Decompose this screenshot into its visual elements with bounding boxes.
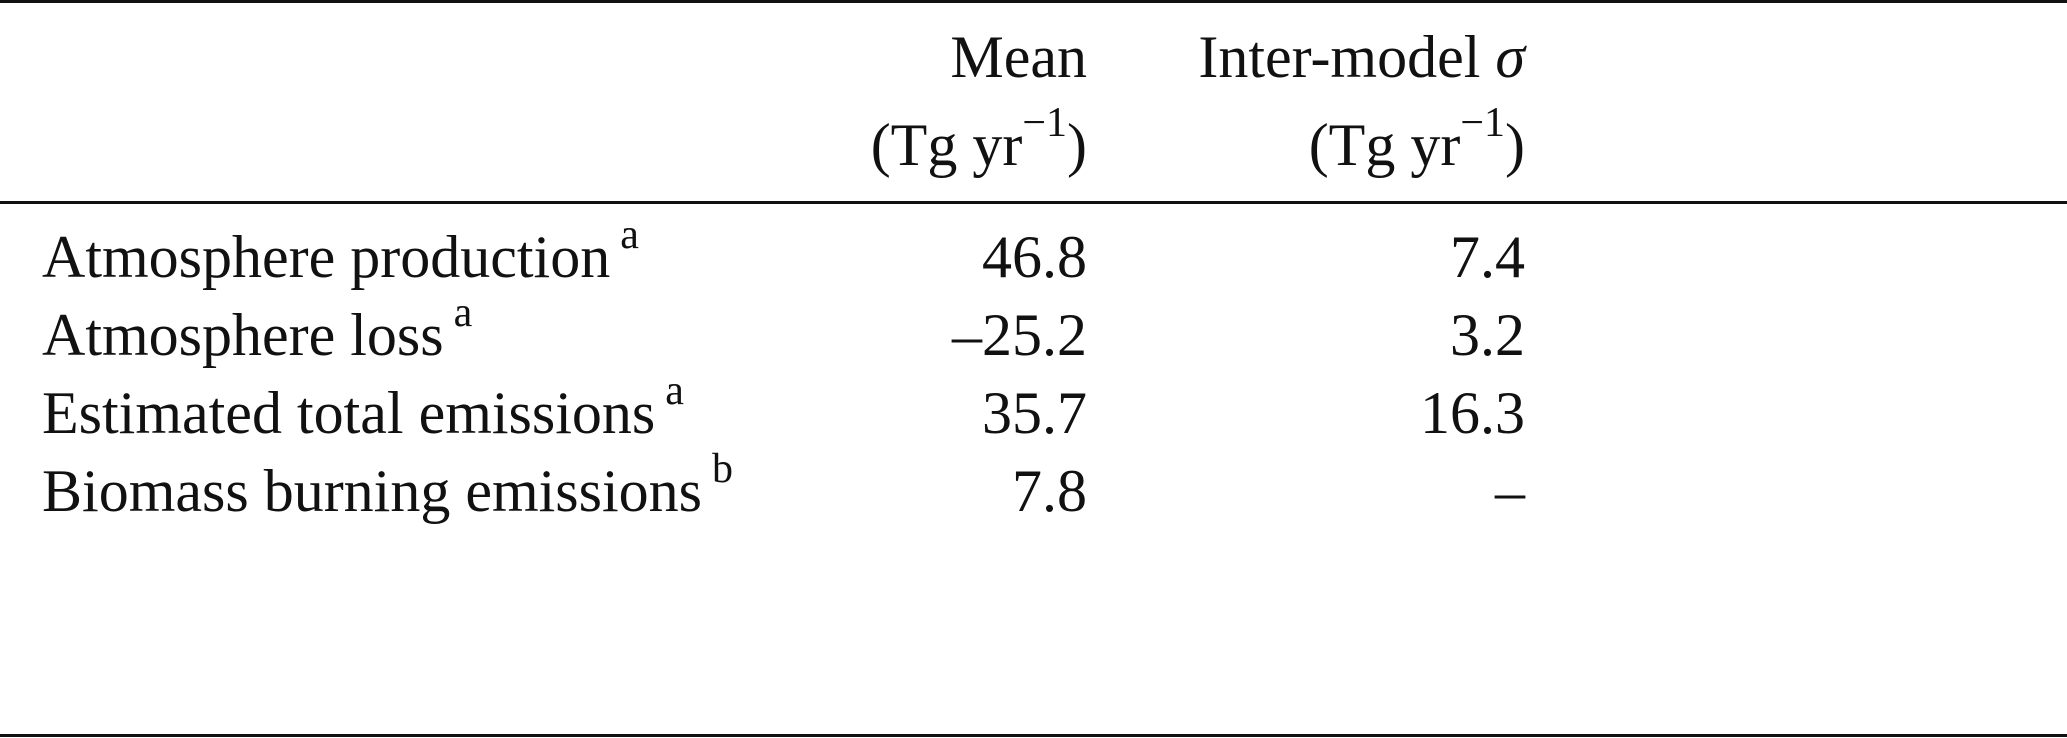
- value-cell: 7.8: [1012, 458, 1087, 524]
- value-cell: 7.4: [1450, 224, 1525, 290]
- header-cell: Mean: [950, 18, 1087, 96]
- header-cell: Inter-model σ: [1198, 18, 1525, 96]
- row-label: Atmosphere production a: [42, 214, 639, 296]
- row-label: Estimated total emissions a: [42, 370, 684, 452]
- value-cell: –25.2: [952, 302, 1087, 368]
- unit: ): [1067, 112, 1087, 178]
- footnote-mark: a: [453, 290, 473, 336]
- value-cell: 46.8: [982, 224, 1087, 290]
- unit: ): [1505, 112, 1525, 178]
- value-cell: 16.3: [1420, 380, 1525, 446]
- header-unit: (Tg yr−1): [1308, 102, 1525, 184]
- top-rule: [0, 0, 2067, 3]
- footnote-mark: a: [665, 368, 684, 414]
- label-text: Atmosphere loss: [42, 302, 444, 368]
- header-rule: [0, 201, 2067, 204]
- value-cell: 3.2: [1450, 302, 1525, 368]
- header-unit: (Tg yr−1): [870, 102, 1087, 184]
- value-cell: –: [1495, 458, 1525, 524]
- unit-exponent: −1: [1022, 100, 1068, 146]
- footnote-mark: b: [712, 446, 734, 492]
- header-symbol: σ: [1495, 24, 1525, 90]
- label-text: Biomass burning emissions: [42, 458, 703, 524]
- header-name: Inter-model: [1198, 24, 1481, 90]
- unit: (Tg yr: [1308, 112, 1461, 178]
- label-text: Atmosphere production: [42, 224, 611, 290]
- row-label: Biomass burning emissions b: [42, 448, 733, 530]
- header-name: Mean: [950, 24, 1087, 90]
- footnote-mark: a: [620, 212, 639, 258]
- unit: (Tg yr: [870, 112, 1023, 178]
- value-cell: 35.7: [982, 380, 1087, 446]
- label-text: Estimated total emissions: [42, 380, 656, 446]
- unit-exponent: −1: [1460, 100, 1506, 146]
- row-label: Atmosphere loss a: [42, 292, 472, 374]
- bottom-rule: [0, 734, 2067, 737]
